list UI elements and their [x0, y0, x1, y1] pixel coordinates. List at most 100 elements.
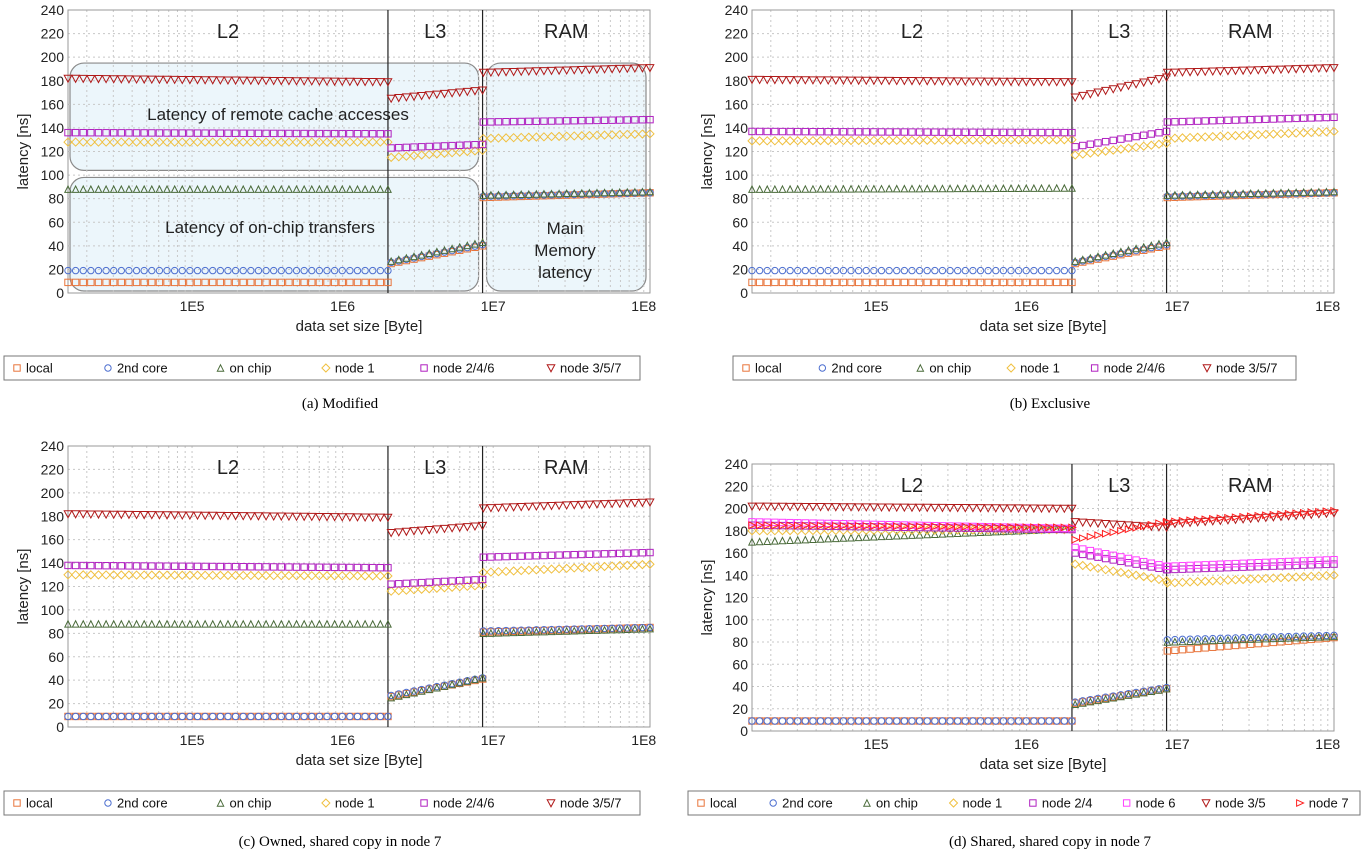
data-point-2nd core — [570, 625, 578, 633]
data-point-2nd core — [1269, 633, 1278, 641]
data-point-node 1 — [1161, 138, 1172, 148]
legend-entry: local — [13, 361, 53, 376]
data-point-on chip — [1261, 634, 1270, 643]
legend-entry: node 1 — [321, 796, 375, 811]
data-point-node 3/5/7 — [261, 76, 271, 86]
data-point-on chip — [555, 189, 564, 198]
data-point-node 3/5/7 — [154, 75, 165, 85]
data-point-2nd core — [79, 712, 87, 721]
data-point-node 6 — [1246, 559, 1255, 567]
data-point-local — [1178, 645, 1187, 654]
data-point-2nd core — [1178, 635, 1187, 644]
data-point-node 1 — [154, 137, 165, 147]
data-point-local — [771, 278, 779, 287]
data-point-node 3/5/7 — [1268, 65, 1279, 75]
data-point-node 1 — [524, 565, 534, 575]
data-point-node 2/4/6 — [976, 128, 985, 136]
data-point-on chip — [900, 531, 909, 540]
data-point-node 7 — [1155, 519, 1164, 528]
data-point-node 3/5/7 — [1116, 83, 1126, 93]
data-point-local — [323, 278, 331, 287]
data-point-on chip — [1014, 183, 1023, 192]
data-point-node 3/5/7 — [424, 526, 434, 535]
data-point-node 2/4/6 — [1186, 117, 1194, 126]
data-point-2nd core — [1147, 686, 1156, 694]
data-point-node 2/4/6 — [578, 550, 586, 559]
data-point-node 3/5/7 — [539, 67, 549, 76]
data-point-node 1 — [1314, 127, 1324, 137]
data-point-2nd core — [1239, 191, 1247, 199]
data-point-node 1 — [409, 585, 419, 595]
data-point-node 1 — [1013, 135, 1024, 145]
data-point-2nd core — [148, 712, 156, 721]
data-point-2nd core — [433, 682, 441, 691]
data-point-node 3/5/7 — [124, 75, 134, 84]
data-point-node 1 — [238, 570, 248, 581]
data-point-on chip — [984, 184, 993, 193]
data-point-node 1 — [614, 561, 625, 571]
data-point-on chip — [630, 187, 639, 196]
legend-box — [687, 790, 1361, 816]
data-point-local — [1262, 639, 1270, 647]
data-point-on chip — [1261, 188, 1270, 197]
data-point-node 7 — [1007, 523, 1017, 531]
data-point-node 2/4/6 — [1060, 128, 1069, 137]
data-point-2nd core — [285, 266, 293, 275]
data-point-2nd core — [1140, 245, 1148, 253]
data-point-on chip — [448, 244, 457, 253]
data-point-local — [117, 278, 126, 287]
data-point-2nd core — [1053, 717, 1061, 725]
data-point-2nd core — [1030, 266, 1038, 275]
data-point-node 3/5/7 — [322, 77, 332, 87]
data-point-node 1 — [1298, 128, 1309, 138]
data-point-node 2/4/6 — [387, 580, 395, 588]
data-point-node 1 — [192, 137, 203, 147]
data-point-node 3/5/7 — [554, 501, 564, 511]
data-point-2nd core — [1037, 266, 1046, 275]
data-point-node 6 — [1262, 558, 1270, 567]
y-tick-label: 140 — [41, 555, 65, 571]
data-point-node 3/5 — [1036, 504, 1047, 514]
data-point-node 3/5/7 — [478, 504, 488, 513]
legend-entry: local — [13, 796, 53, 811]
data-point-local — [832, 278, 840, 287]
subfigure-caption: (d) Shared, shared copy in node 7 — [949, 834, 1152, 850]
data-point-node 7 — [1239, 512, 1249, 521]
data-point-2nd core — [1209, 634, 1217, 643]
data-point-2nd core — [323, 266, 331, 275]
data-point-legend-marker — [948, 798, 959, 808]
data-point-node 3/5/7 — [1299, 64, 1309, 74]
data-point-node 3/5 — [1059, 504, 1069, 514]
data-point-node 1 — [754, 136, 765, 146]
data-point-local — [262, 278, 270, 287]
data-point-node 3/5/7 — [86, 510, 96, 520]
data-point-node 3/5/7 — [1321, 64, 1332, 73]
data-point-2nd core — [839, 266, 848, 275]
data-point-on chip — [86, 184, 95, 193]
data-point-2nd core — [1269, 190, 1278, 198]
data-point-node 1 — [368, 571, 378, 581]
data-point-on chip — [869, 184, 878, 193]
data-point-node 7 — [816, 521, 826, 530]
data-point-node 2/4/6 — [471, 141, 479, 149]
y-tick-label: 200 — [41, 49, 65, 65]
legend-label: 2nd core — [117, 361, 168, 376]
data-point-2nd core — [809, 717, 817, 725]
data-point-2nd core — [631, 189, 639, 197]
data-point-2nd core — [292, 712, 301, 721]
legend-label: node 6 — [1136, 796, 1176, 811]
data-point-node 2/4/6 — [585, 116, 594, 125]
data-point-node 1 — [192, 570, 203, 580]
data-point-node 2/4 — [1269, 562, 1278, 570]
data-point-2nd core — [877, 266, 886, 275]
data-point-node 3/5/7 — [368, 513, 378, 523]
data-point-node 2/4 — [1094, 553, 1102, 561]
data-point-node 1 — [1185, 577, 1195, 587]
data-point-node 2/4/6 — [384, 564, 392, 572]
data-point-node 3/5/7 — [208, 76, 218, 85]
data-point-2nd core — [201, 266, 209, 275]
data-point-on chip — [1329, 187, 1339, 196]
data-point-on chip — [1037, 183, 1046, 192]
legend-entry: node 1 — [1006, 361, 1060, 376]
data-point-node 2/4/6 — [338, 563, 346, 572]
